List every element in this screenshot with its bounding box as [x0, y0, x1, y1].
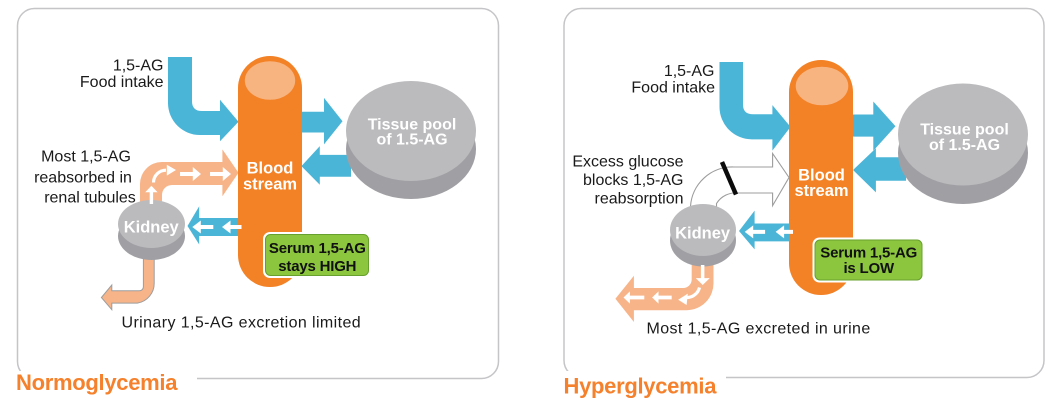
- svg-text:Serum 1,5-AG: Serum 1,5-AG: [820, 245, 917, 262]
- svg-text:Normoglycemia: Normoglycemia: [16, 370, 178, 395]
- svg-text:stays HIGH: stays HIGH: [278, 258, 356, 275]
- svg-text:Kidney: Kidney: [124, 219, 180, 237]
- svg-text:Serum 1,5-AG: Serum 1,5-AG: [269, 240, 366, 257]
- svg-text:Blood: Blood: [798, 167, 845, 185]
- svg-text:blocks 1,5-AG: blocks 1,5-AG: [583, 172, 683, 189]
- svg-text:is LOW: is LOW: [843, 260, 895, 277]
- svg-text:Most 1,5-AG excreted in urine: Most 1,5-AG excreted in urine: [647, 321, 871, 338]
- svg-text:Food intake: Food intake: [631, 80, 715, 97]
- svg-text:Blood: Blood: [247, 160, 294, 178]
- svg-text:stream: stream: [794, 182, 848, 200]
- svg-text:Most 1,5-AG: Most 1,5-AG: [41, 149, 131, 166]
- svg-text:of 1.5-AG: of 1.5-AG: [376, 131, 447, 148]
- svg-text:stream: stream: [243, 176, 297, 194]
- svg-text:1,5-AG: 1,5-AG: [113, 58, 164, 75]
- svg-text:renal tubules: renal tubules: [44, 189, 136, 206]
- svg-text:reabsorption: reabsorption: [595, 191, 684, 208]
- svg-text:Hyperglycemia: Hyperglycemia: [564, 374, 718, 399]
- svg-text:Tissue pool: Tissue pool: [920, 122, 1009, 139]
- svg-text:of 1.5-AG: of 1.5-AG: [929, 137, 1000, 154]
- svg-text:Excess glucose: Excess glucose: [572, 154, 683, 171]
- svg-text:Urinary 1,5-AG excretion limit: Urinary 1,5-AG excretion limited: [122, 315, 362, 332]
- svg-text:reabsorbed in: reabsorbed in: [34, 170, 132, 187]
- svg-text:Food intake: Food intake: [80, 74, 164, 91]
- svg-text:1,5-AG: 1,5-AG: [664, 63, 715, 80]
- svg-text:Kidney: Kidney: [675, 224, 731, 242]
- svg-text:Tissue pool: Tissue pool: [368, 117, 457, 134]
